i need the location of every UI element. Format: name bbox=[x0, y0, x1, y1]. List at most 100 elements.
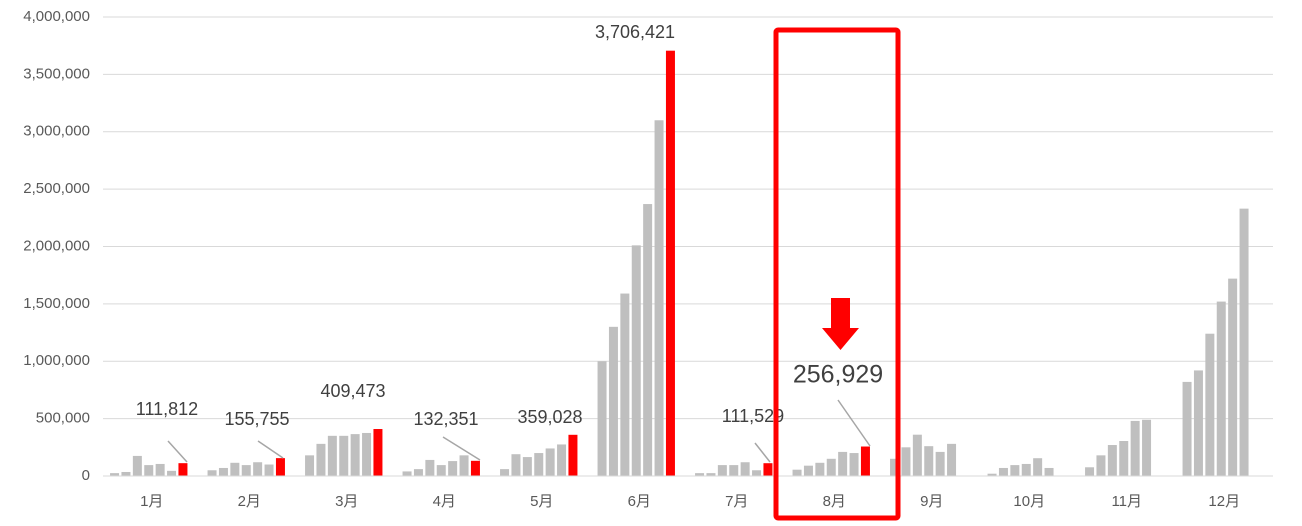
y-tick-label: 4,000,000 bbox=[23, 8, 90, 25]
bar bbox=[1216, 301, 1226, 476]
bar bbox=[155, 463, 165, 476]
bar bbox=[178, 463, 188, 476]
bar bbox=[230, 462, 240, 476]
bar bbox=[1182, 381, 1192, 476]
y-tick-label: 1,000,000 bbox=[23, 352, 90, 369]
bar bbox=[316, 443, 326, 476]
data-label: 256,929 bbox=[793, 361, 883, 389]
bar bbox=[144, 465, 154, 476]
bar bbox=[500, 469, 510, 476]
bar bbox=[1193, 370, 1203, 476]
bar bbox=[815, 462, 825, 476]
x-tick-label: 8月 bbox=[823, 493, 846, 510]
bar bbox=[1119, 441, 1129, 476]
bar bbox=[402, 471, 412, 476]
bar bbox=[1239, 208, 1249, 476]
bar bbox=[935, 451, 945, 476]
x-tick-label: 12月 bbox=[1208, 493, 1240, 510]
x-tick-label: 1月 bbox=[140, 493, 163, 510]
bar bbox=[470, 460, 480, 476]
y-tick-label: 3,000,000 bbox=[23, 123, 90, 140]
bar bbox=[729, 465, 739, 476]
bar bbox=[218, 467, 228, 476]
leader-line bbox=[442, 436, 481, 461]
bar bbox=[110, 473, 120, 476]
bar bbox=[1142, 419, 1152, 476]
data-label: 3,706,421 bbox=[595, 22, 675, 42]
bar bbox=[350, 434, 360, 476]
bar bbox=[763, 463, 773, 476]
bar bbox=[1130, 420, 1140, 476]
bar bbox=[1096, 455, 1106, 476]
bar bbox=[241, 465, 251, 476]
bar bbox=[511, 454, 521, 476]
bar bbox=[654, 120, 664, 477]
bar bbox=[947, 443, 957, 476]
x-tick-label: 9月 bbox=[920, 493, 943, 510]
bar bbox=[717, 465, 727, 476]
bar bbox=[752, 470, 762, 476]
bar bbox=[912, 434, 922, 476]
data-label: 132,351 bbox=[413, 409, 478, 429]
bar bbox=[860, 446, 870, 476]
bar bbox=[568, 434, 578, 476]
bar bbox=[327, 435, 337, 476]
y-tick-label: 2,500,000 bbox=[23, 180, 90, 197]
x-tick-label: 6月 bbox=[628, 493, 651, 510]
y-tick-label: 2,000,000 bbox=[23, 237, 90, 254]
x-tick-label: 7月 bbox=[725, 493, 748, 510]
bar bbox=[413, 469, 423, 476]
x-tick-label: 11月 bbox=[1111, 493, 1142, 510]
bar bbox=[740, 462, 750, 476]
bar bbox=[425, 459, 435, 476]
bar bbox=[1010, 465, 1020, 476]
bar bbox=[1033, 458, 1043, 476]
bar bbox=[901, 447, 911, 476]
bar bbox=[924, 446, 934, 476]
bar bbox=[890, 458, 900, 476]
bar bbox=[803, 465, 813, 476]
bar bbox=[1228, 278, 1238, 476]
bar bbox=[305, 455, 315, 476]
bar bbox=[1205, 333, 1215, 476]
bar bbox=[132, 455, 142, 476]
bar bbox=[838, 451, 848, 476]
bar bbox=[448, 461, 458, 476]
bar bbox=[275, 458, 285, 476]
data-label: 155,755 bbox=[224, 409, 289, 429]
bar bbox=[665, 50, 675, 476]
bar bbox=[792, 469, 802, 476]
y-tick-label: 3,500,000 bbox=[23, 65, 90, 82]
bar bbox=[373, 429, 383, 476]
leader-line bbox=[167, 440, 188, 463]
bar bbox=[597, 361, 607, 476]
x-tick-label: 2月 bbox=[238, 493, 261, 510]
data-label: 111,529 bbox=[722, 406, 784, 426]
data-label: 409,473 bbox=[320, 381, 385, 401]
y-tick-label: 1,500,000 bbox=[23, 295, 90, 312]
x-tick-label: 4月 bbox=[433, 493, 456, 510]
data-label: 111,812 bbox=[136, 399, 198, 419]
bar bbox=[264, 464, 274, 476]
x-tick-label: 10月 bbox=[1013, 493, 1045, 510]
bar bbox=[608, 326, 618, 476]
bar bbox=[643, 204, 653, 477]
bar bbox=[998, 467, 1008, 476]
bar bbox=[987, 473, 997, 476]
leader-line bbox=[754, 442, 771, 463]
bar bbox=[121, 471, 131, 476]
x-tick-label: 5月 bbox=[530, 493, 553, 510]
y-tick-label: 500,000 bbox=[36, 410, 90, 427]
leader-line bbox=[257, 440, 284, 459]
bar bbox=[620, 293, 630, 476]
bar bbox=[849, 453, 859, 476]
x-tick-label: 3月 bbox=[335, 493, 358, 510]
bar bbox=[167, 470, 177, 476]
bar bbox=[459, 455, 469, 476]
down-arrow bbox=[822, 298, 859, 350]
data-label: 359,028 bbox=[517, 407, 582, 427]
bar bbox=[207, 470, 217, 476]
highlight-frame bbox=[773, 27, 901, 521]
leader-line bbox=[837, 399, 871, 447]
